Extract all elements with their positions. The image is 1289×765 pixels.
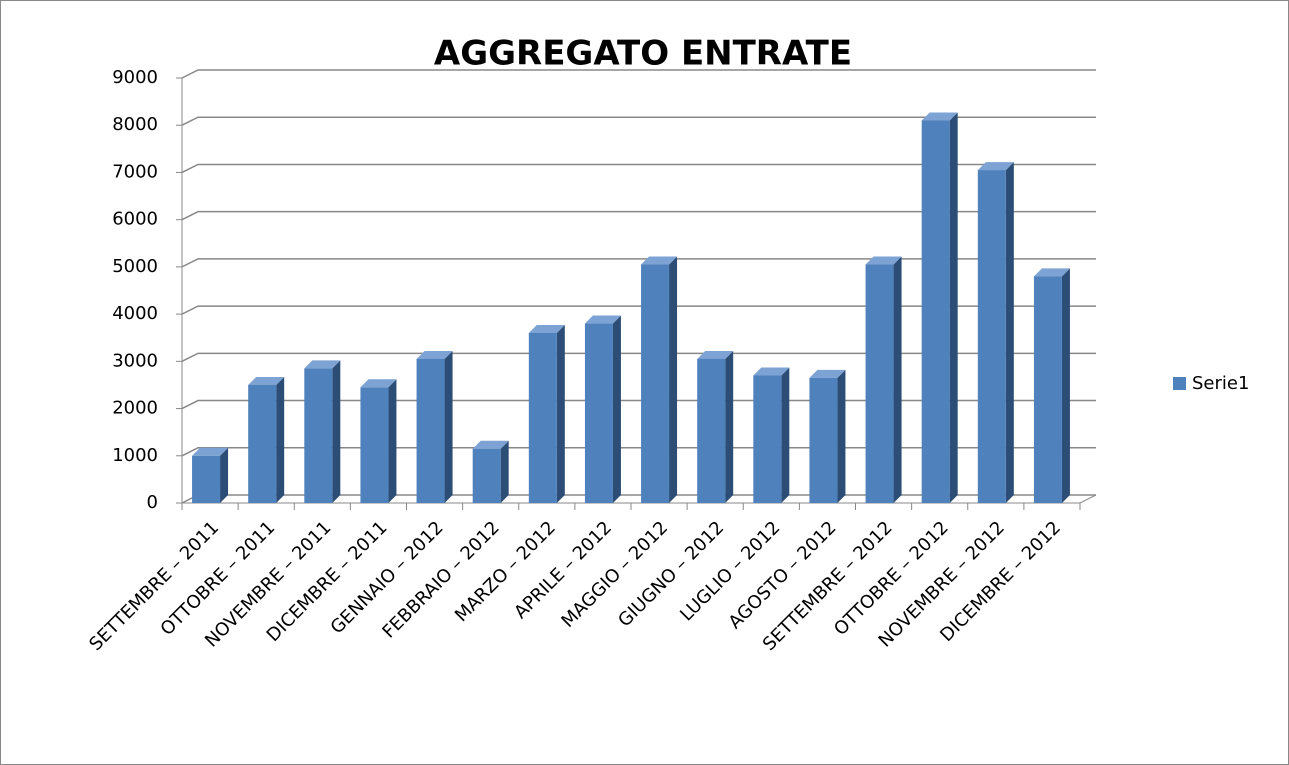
bar <box>809 377 838 503</box>
bar-top <box>192 447 229 456</box>
bar-side <box>669 256 678 503</box>
y-tick-label: 3000 <box>112 350 158 371</box>
y-tick-label: 9000 <box>112 67 158 88</box>
bar-top <box>584 315 621 324</box>
bar-side <box>893 256 902 503</box>
bar-top <box>697 350 734 359</box>
bar-side <box>220 447 229 503</box>
bar <box>416 358 445 503</box>
y-tick-label: 8000 <box>112 114 158 135</box>
bar-top <box>248 376 285 385</box>
grid-line <box>181 116 1096 126</box>
grid-line <box>181 352 1096 363</box>
y-tick-label: 1000 <box>112 445 158 466</box>
bar-side <box>1005 162 1014 504</box>
grid-line <box>181 210 1096 221</box>
grid-line <box>181 447 1096 457</box>
bar-side <box>949 112 958 503</box>
bar-top <box>528 325 565 333</box>
grid-line <box>181 258 1096 268</box>
bar-side <box>612 315 621 503</box>
chart-title: AGGREGATO ENTRATE <box>434 34 852 74</box>
legend-swatch <box>1173 377 1186 390</box>
bar-top <box>865 256 902 265</box>
bar <box>753 375 782 503</box>
y-tick-label: 5000 <box>112 256 158 277</box>
y-tick-label: 6000 <box>112 209 158 230</box>
bar-top <box>360 379 397 388</box>
bar-side <box>332 360 341 503</box>
bar <box>1033 276 1062 503</box>
grid-line <box>181 163 1096 174</box>
bar-side <box>837 369 846 503</box>
bar <box>865 264 894 503</box>
bar-top <box>641 256 678 265</box>
bar-top <box>1033 268 1070 277</box>
bar-side <box>725 350 734 503</box>
bar <box>304 368 333 503</box>
legend-label: Serie1 <box>1192 373 1249 394</box>
y-tick-label: 4000 <box>112 303 158 324</box>
bar <box>921 120 950 503</box>
bar-top <box>304 360 341 369</box>
grid-line <box>181 399 1096 410</box>
bar-side <box>500 440 509 503</box>
bar-top <box>809 369 846 378</box>
bar-top <box>977 162 1014 171</box>
bar-top <box>472 440 509 449</box>
bar-top <box>921 112 958 121</box>
bar <box>472 448 501 503</box>
bar <box>697 358 726 503</box>
bar <box>641 264 670 503</box>
bar-side <box>1061 268 1070 503</box>
bar <box>360 387 389 503</box>
bar <box>584 323 613 503</box>
bar-top <box>416 350 453 359</box>
bar-side <box>556 325 565 503</box>
y-tick-label: 2000 <box>112 398 158 419</box>
bar-top <box>753 367 790 376</box>
bar <box>528 333 557 503</box>
bar-side <box>388 379 397 503</box>
bar-side <box>276 376 285 503</box>
bar <box>192 455 221 503</box>
bar <box>977 170 1006 504</box>
y-tick-label: 0 <box>147 492 158 513</box>
grid-line <box>181 305 1096 315</box>
bar <box>248 384 277 503</box>
grid-line <box>181 69 1096 79</box>
bar-side <box>781 367 790 503</box>
bar-side <box>444 350 453 503</box>
y-tick-label: 7000 <box>112 161 158 182</box>
